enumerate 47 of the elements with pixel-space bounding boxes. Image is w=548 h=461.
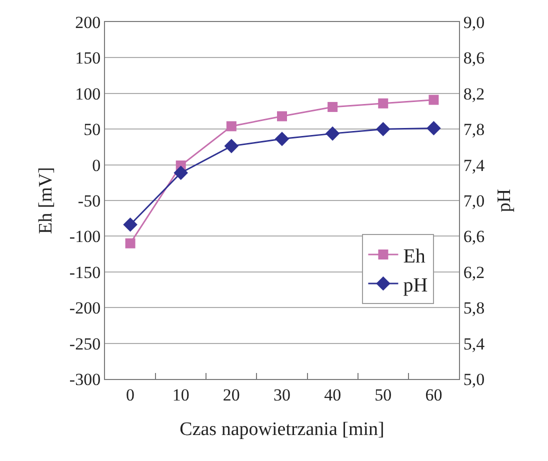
- y-tick-label: 150: [75, 48, 101, 68]
- y-axis-title: Eh [mV]: [35, 166, 56, 234]
- y-tick-label: -200: [69, 298, 101, 318]
- y-tick-label: 200: [75, 12, 101, 32]
- x-tick-label: 30: [274, 385, 290, 404]
- point: [123, 217, 138, 232]
- y-tick-label: -300: [69, 370, 101, 389]
- legend-label: pH: [403, 274, 428, 296]
- point: [325, 126, 340, 141]
- legend-label: Eh: [403, 245, 426, 268]
- y2-tick-label: 9,0: [463, 12, 485, 32]
- y2-axis-title: pH: [494, 188, 515, 212]
- y2-tick-label: 8,6: [463, 48, 485, 68]
- y-tick-label: -250: [69, 334, 101, 354]
- point: [378, 98, 388, 108]
- y2-tick-label: 7,4: [463, 156, 486, 175]
- y-tick-label: 0: [92, 156, 101, 175]
- x-tick-label: 60: [425, 385, 442, 404]
- point: [376, 122, 390, 136]
- y-tick-label: -50: [78, 191, 101, 210]
- y-tick-label: -150: [69, 262, 101, 282]
- y2-tick-label: 5,0: [463, 370, 485, 389]
- y2-tick-label: 8,2: [463, 84, 485, 104]
- point: [274, 132, 290, 146]
- y2-tick-label: 7,8: [463, 120, 485, 140]
- point: [328, 102, 338, 112]
- point: [428, 94, 439, 105]
- point: [277, 111, 287, 122]
- x-tick-label: 20: [222, 385, 240, 404]
- y2-tick-label: 7,0: [463, 191, 485, 210]
- y2-tick-label: 5,8: [463, 298, 485, 318]
- y-tick-label: 50: [84, 120, 101, 140]
- x-tick-label: 10: [172, 385, 190, 404]
- point: [226, 121, 236, 132]
- point: [174, 166, 188, 180]
- y2-tick-label: 5,4: [463, 334, 486, 354]
- x-axis-title: Czas napowietrzania [min]: [180, 419, 384, 440]
- y-tick-label: 100: [75, 84, 101, 104]
- x-tick-label: 50: [374, 385, 392, 404]
- x-tick-label: 0: [126, 385, 135, 404]
- point: [125, 238, 136, 248]
- point: [224, 138, 239, 154]
- point: [426, 121, 441, 136]
- x-tick-label: 40: [324, 385, 342, 404]
- y2-tick-label: 6,2: [463, 262, 485, 282]
- y2-tick-label: 6,6: [463, 227, 485, 246]
- y-tick-label: -100: [69, 227, 101, 246]
